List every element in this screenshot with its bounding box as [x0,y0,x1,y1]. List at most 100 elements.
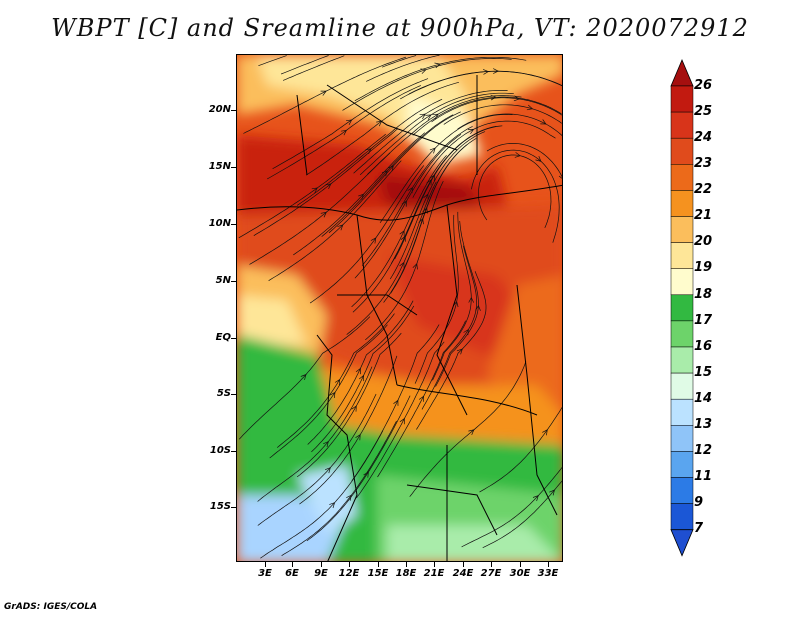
streamline-arrow [325,183,332,190]
streamline [377,320,466,478]
lon-tick [349,562,350,567]
lat-tick [231,451,236,452]
lat-label-20n: 20N [208,104,231,115]
lat-tick [231,110,236,111]
streamline [299,355,398,505]
streamline [353,89,508,174]
streamline-arrow [535,155,542,162]
lat-label-eq: EQ [215,332,231,343]
streamline [431,97,562,123]
streamline [471,149,560,243]
lon-label-6e: 6E [285,568,299,579]
streamline [272,78,429,170]
streamline-map [236,54,563,562]
streamline [381,55,417,68]
legend-label-18: 18 [694,287,713,302]
streamline-arrow [324,467,331,474]
streamline-arrow [526,104,534,111]
streamline [394,125,503,260]
colorbar-cell [670,451,694,478]
lon-tick [548,562,549,567]
footer-credit: GrADS: IGES/COLA [4,602,98,612]
streamline [412,96,562,136]
streamline [443,104,562,125]
streamlines [238,55,562,559]
lon-tick [406,562,407,567]
streamline [311,305,415,453]
streamline [361,126,473,266]
streamline [253,128,399,236]
colorbar-cell [670,190,694,217]
streamline-arrow [558,175,562,179]
streamline-arrow [323,441,329,448]
lat-label-10n: 10N [208,218,231,229]
streamline-arrow [542,429,548,436]
country-borders [237,75,562,561]
streamline-arrow [337,224,344,231]
streamline-arrow [532,495,539,502]
streamline [257,366,373,502]
colorbar-cell [670,111,694,139]
colorbar-cell [670,398,694,426]
lon-label-12e: 12E [338,568,360,579]
streamline [297,98,443,206]
streamline [400,70,562,100]
streamline-arrow [468,429,475,436]
legend-label-25: 25 [694,104,713,119]
lat-label-10s: 10S [209,445,231,456]
lon-label-3e: 3E [258,568,272,579]
streamline [309,165,425,304]
legend-label-20: 20 [694,234,713,249]
lat-tick [231,224,236,225]
streamline-arrow [370,237,377,244]
streamline [342,58,512,111]
streamline [249,152,391,265]
streamline-arrow [355,434,361,441]
streamline [281,420,397,556]
lon-tick [321,562,322,567]
lat-label-15n: 15N [208,161,231,172]
legend-label-13: 13 [694,417,713,432]
wbpt-field [237,55,562,561]
streamline-arrow [393,399,399,406]
lat-label-5s: 5S [216,388,231,399]
streamline [359,92,514,176]
colorbar-cell [670,372,694,400]
lon-label-18e: 18E [395,568,417,579]
lon-tick [434,562,435,567]
streamline-arrow [355,367,361,375]
legend-label-21: 21 [694,208,713,223]
streamline-arrow [456,348,463,355]
streamline [238,316,371,440]
lon-tick [520,562,521,567]
legend-label-26: 26 [694,78,713,93]
streamline [351,155,447,308]
streamline-arrow [418,395,424,402]
legend-label-16: 16 [694,339,713,354]
streamline [267,85,421,180]
legend-label-15: 15 [694,365,713,380]
streamline-arrow [399,417,405,425]
colorbar-cells [670,58,694,557]
streamline [432,211,472,381]
colorbar-cell [670,216,694,243]
streamline-arrow [346,119,353,125]
colorbar-top-arrow [670,58,694,87]
colorbar-bottom-arrow [670,529,694,557]
streamline-arrow [420,68,427,74]
streamline-arrow [549,489,556,496]
lon-label-15e: 15E [367,568,389,579]
streamline [478,154,552,228]
streamline [305,81,459,176]
streamline-arrow [482,69,490,75]
streamline [280,55,329,75]
colorbar-cell [670,320,694,348]
colorbar-cell [670,294,694,322]
legend-label-17: 17 [694,313,713,328]
streamline [379,114,513,224]
lat-tick [231,394,236,395]
lat-label-5n: 5N [215,275,231,286]
streamline [276,313,395,448]
legend-label-9: 9 [694,495,704,510]
streamline-arrow [412,263,418,270]
